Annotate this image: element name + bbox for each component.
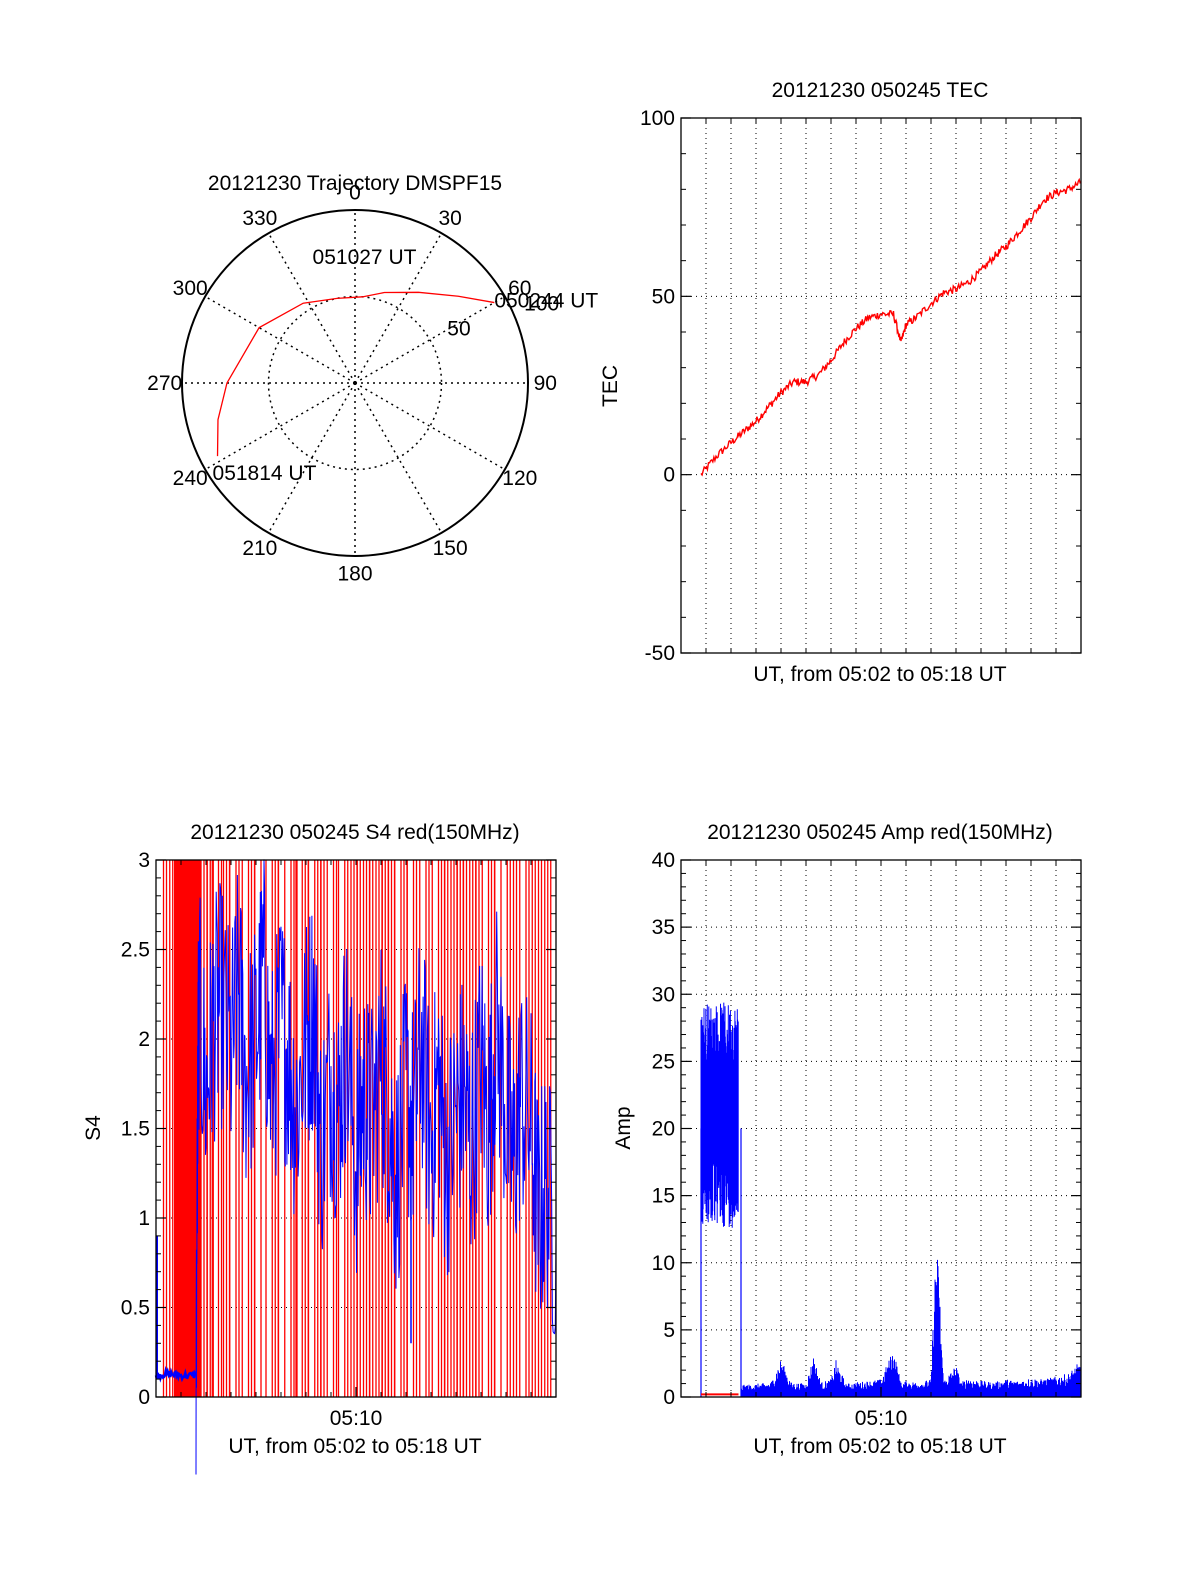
y-tick-label: 100	[640, 107, 675, 130]
polar-spoke	[267, 232, 356, 384]
radial-tick-label: 50	[447, 318, 470, 341]
polar-spoke	[354, 232, 443, 384]
trajectory-track	[216, 291, 495, 457]
amp-x-axis-label: UT, from 05:02 to 05:18 UT	[753, 1435, 1006, 1458]
y-tick-label: 30	[652, 983, 675, 1006]
y-tick-label: 20	[652, 1118, 675, 1141]
y-tick-label: 0.5	[121, 1297, 150, 1320]
polar-outer-ring	[181, 209, 529, 557]
trajectory-title: 20121230 Trajectory DMSPF15	[208, 172, 502, 195]
s4-title: 20121230 050245 S4 red(150MHz)	[190, 821, 519, 844]
amp-panel: 20121230 050245 Amp red(150MHz) UT, from…	[612, 821, 1082, 1458]
s4-plot-area: 0 0.5 1 1.5 2 2.5 3 05:10	[121, 849, 557, 1475]
trajectory-line	[216, 291, 495, 457]
y-tick-label: 1.5	[121, 1118, 150, 1141]
y-tick-label: 0	[138, 1386, 150, 1409]
trajectory-grid	[181, 209, 529, 557]
azimuth-tick-label: 210	[242, 537, 277, 560]
tec-series-line	[700, 177, 1082, 477]
y-tick-label: -50	[645, 642, 675, 665]
azimuth-tick-label: 180	[337, 562, 372, 585]
s4-x-axis-label: UT, from 05:02 to 05:18 UT	[228, 1435, 481, 1458]
polar-spoke	[354, 295, 506, 384]
y-tick-label: 0	[663, 1386, 675, 1409]
tec-panel: 20121230 050245 TEC UT, from 05:02 to 05…	[599, 79, 1082, 686]
y-tick-label: 35	[652, 916, 675, 939]
s4-panel: 20121230 050245 S4 red(150MHz) UT, from …	[82, 821, 557, 1475]
polar-spoke	[204, 295, 356, 384]
s4-blue-line	[195, 859, 557, 1475]
tec-x-axis-label: UT, from 05:02 to 05:18 UT	[753, 663, 1006, 686]
y-tick-label: 3	[138, 849, 150, 872]
y-tick-label: 2.5	[121, 939, 150, 962]
azimuth-tick-label: 30	[438, 207, 461, 230]
tec-plot-area: -50 0 50 100	[640, 107, 1082, 665]
amp-plot-area: 0 5 10 15 20 25 30 35 40 05:10	[652, 849, 1082, 1430]
trajectory-labels: 0 30 60 90 120 150 180 210 240 270 300 330 50 1000502…	[147, 182, 598, 586]
y-tick-label: 0	[663, 464, 675, 487]
tec-y-axis-label: TEC	[599, 365, 622, 407]
azimuth-tick-label: 270	[147, 372, 182, 395]
y-tick-label: 2	[138, 1028, 150, 1051]
y-tick-label: 5	[663, 1319, 675, 1342]
azimuth-tick-label: 150	[433, 537, 468, 560]
y-tick-label: 25	[652, 1050, 675, 1073]
azimuth-tick-label: 300	[173, 277, 208, 300]
polar-spoke	[354, 382, 506, 471]
x-tick-label: 05:10	[855, 1407, 908, 1430]
polar-spoke	[354, 382, 443, 534]
polar-spoke	[204, 382, 356, 471]
radial-tick-label: 100	[524, 292, 559, 315]
amp-y-axis-label: Amp	[612, 1106, 635, 1149]
azimuth-tick-label: 240	[173, 467, 208, 490]
y-tick-label: 15	[652, 1185, 675, 1208]
azimuth-tick-label: 120	[502, 467, 537, 490]
azimuth-tick-label: 90	[534, 372, 557, 395]
y-tick-label: 1	[138, 1207, 150, 1230]
trajectory-point-label: 051027 UT	[313, 246, 417, 269]
s4-y-axis-label: S4	[82, 1115, 105, 1141]
tec-title: 20121230 050245 TEC	[772, 79, 989, 102]
trajectory-point-label: 051814 UT	[213, 462, 317, 485]
y-tick-label: 40	[652, 849, 675, 872]
y-tick-label: 10	[652, 1252, 675, 1275]
y-tick-label: 50	[652, 285, 675, 308]
amp-blue-baseline	[740, 1259, 1082, 1397]
azimuth-tick-label: 0	[349, 182, 361, 205]
trajectory-panel: 20121230 Trajectory DMSPF15 0 30 60 90 120 15…	[147, 172, 598, 585]
azimuth-tick-label: 60	[508, 277, 531, 300]
polar-ring-50	[267, 295, 443, 471]
trajectory-point-label: 050244 UT	[494, 290, 598, 313]
polar-spoke	[267, 382, 356, 534]
azimuth-tick-label: 330	[242, 207, 277, 230]
x-tick-label: 05:10	[330, 1407, 383, 1430]
amp-title: 20121230 050245 Amp red(150MHz)	[707, 821, 1053, 844]
amp-burst	[700, 1002, 739, 1228]
s4-blue-baseline	[154, 1365, 198, 1383]
